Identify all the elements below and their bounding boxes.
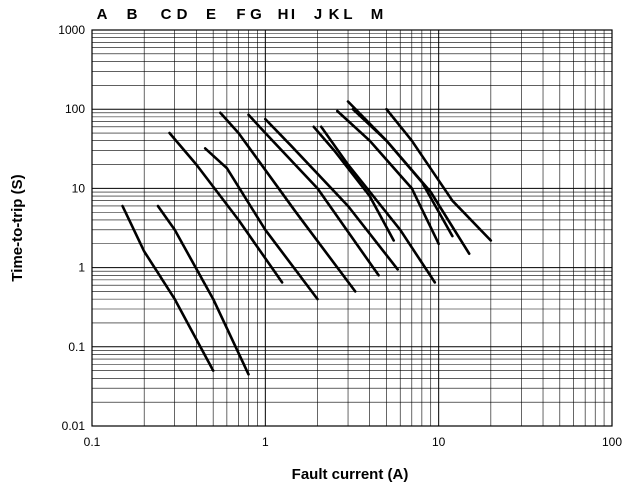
curve-label-m: M	[371, 6, 384, 23]
curve-label-b: B	[127, 6, 138, 23]
curve-label-f: F	[236, 6, 245, 23]
trip-curve-h	[312, 125, 396, 242]
curve-label-i: I	[291, 6, 295, 23]
x-axis-ticks: 0.1 1 10 100	[84, 435, 623, 449]
y-tick-label: 0.01	[62, 419, 86, 433]
trip-curve-d	[203, 147, 319, 301]
x-tick-label: 100	[602, 435, 622, 449]
y-tick-label: 1	[78, 261, 85, 275]
x-tick-label: 0.1	[84, 435, 101, 449]
plot-border	[91, 29, 613, 427]
trip-curve-f	[247, 113, 380, 277]
x-axis-title: Fault current (A)	[292, 466, 409, 483]
grid	[91, 30, 612, 427]
x-tick-label: 1	[262, 435, 269, 449]
trip-curve-c	[168, 131, 284, 284]
y-axis-ticks: 0.01 0.1 1 10 100 1000	[58, 23, 85, 433]
y-axis-title: Time-to-trip (S)	[9, 174, 26, 281]
trip-curve-e	[219, 111, 357, 293]
x-tick-label: 10	[432, 435, 446, 449]
trip-curve-m	[385, 107, 493, 242]
y-tick-label: 10	[72, 181, 86, 195]
curve-label-j: J	[314, 6, 322, 23]
curve-label-d: D	[177, 6, 188, 23]
trip-curve-j	[335, 109, 441, 246]
y-tick-label: 1000	[58, 23, 85, 37]
curves	[121, 100, 493, 376]
trip-curve-g	[263, 117, 400, 271]
curve-label-k: K	[329, 6, 340, 23]
trip-curve-a	[121, 204, 215, 372]
curve-label-g: G	[250, 6, 262, 23]
y-tick-label: 100	[65, 102, 85, 116]
y-tick-label: 0.1	[68, 340, 85, 354]
curve-label-l: L	[343, 6, 352, 23]
curve-label-c: C	[161, 6, 172, 23]
trip-curve-i	[319, 125, 437, 284]
curve-label-a: A	[97, 6, 108, 23]
plot-frame	[91, 29, 613, 427]
trip-curve-l	[351, 107, 454, 238]
curve-label-e: E	[206, 6, 216, 23]
trip-curve-b	[156, 204, 250, 376]
curve-label-h: H	[278, 6, 289, 23]
